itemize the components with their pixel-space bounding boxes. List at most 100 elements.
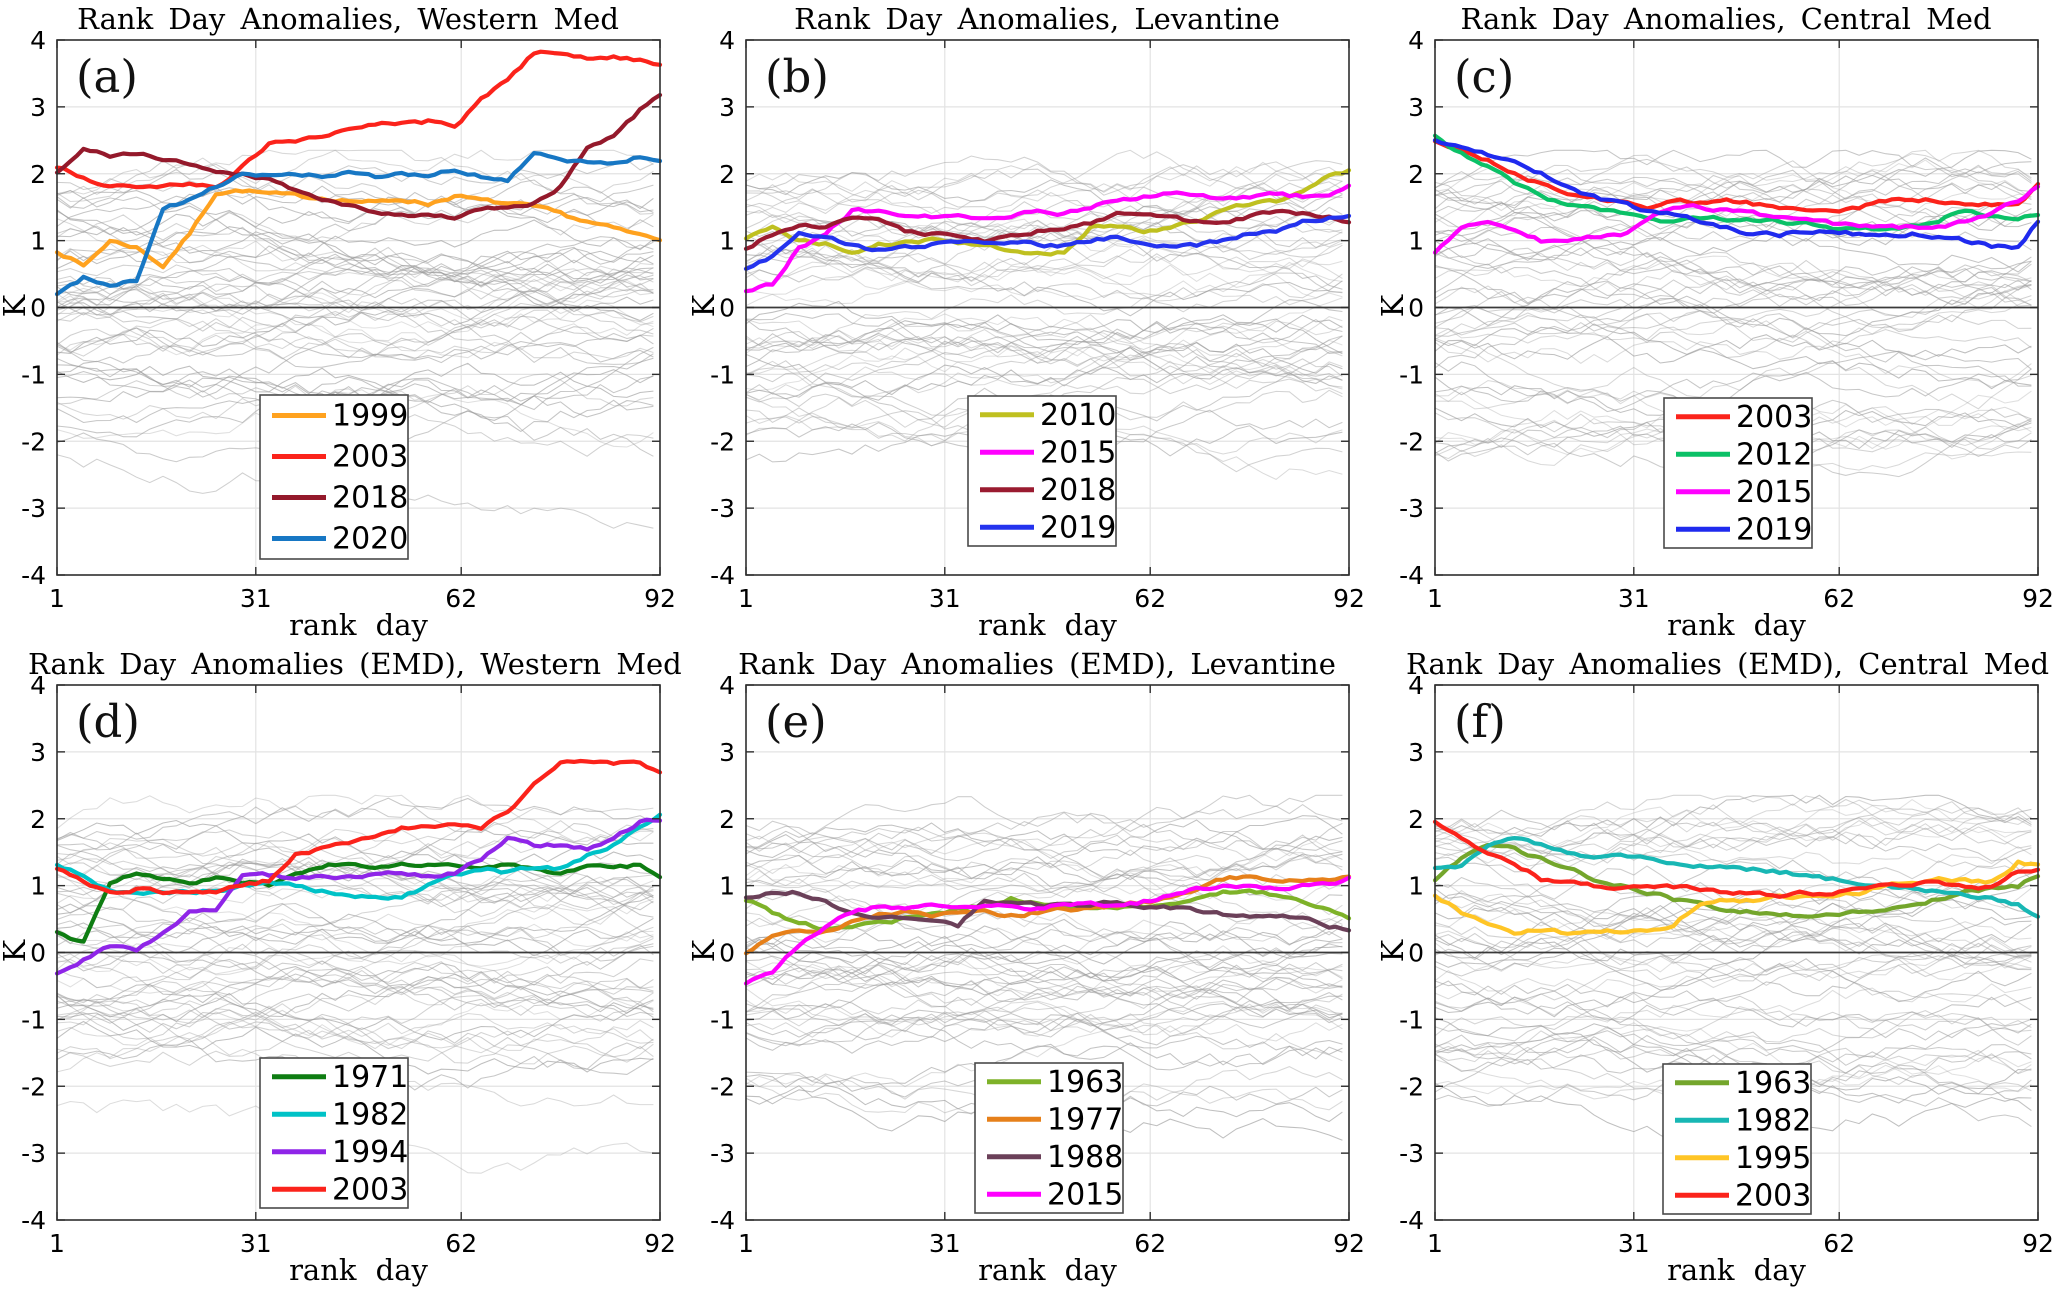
ytick-label: 2 [1408, 160, 1424, 189]
panel-b: Rank Day Anomalies, Levantine (b) K rank… [687, 0, 1378, 645]
xtick-label: 31 [240, 1229, 272, 1258]
panel-b-xlabel: rank day [978, 608, 1117, 642]
ytick-label: 1 [30, 227, 46, 256]
series-line-1971 [54, 861, 663, 944]
ytick-label: -4 [710, 561, 735, 590]
xtick-label: 31 [1618, 584, 1650, 613]
legend-label-2018: 2018 [1040, 473, 1116, 508]
series-line-2012 [1432, 133, 2041, 232]
background-years-lines [56, 794, 654, 1174]
panel-b-ylabel: K [687, 294, 722, 318]
ytick-label: -3 [21, 1139, 46, 1168]
ytick-label: -2 [21, 1072, 46, 1101]
ytick-label: 1 [719, 872, 735, 901]
panel-d: Rank Day Anomalies (EMD), Western Med (d… [0, 645, 689, 1290]
ytick-label: -3 [21, 494, 46, 523]
panel-d-letter: (d) [76, 695, 140, 748]
series-line-2020 [54, 151, 663, 297]
tick-marks [1434, 684, 2039, 1221]
series-line-1999 [54, 188, 663, 270]
xtick-label: 31 [929, 1229, 961, 1258]
legend-label-2019: 2019 [1040, 510, 1116, 545]
ytick-label: -4 [1399, 561, 1424, 590]
tick-marks [745, 39, 1350, 576]
ytick-label: 0 [30, 294, 46, 323]
ytick-label: -1 [710, 360, 735, 389]
ytick-label: -3 [710, 494, 735, 523]
ytick-label: 4 [719, 26, 735, 55]
panel-f-letter: (f) [1454, 695, 1506, 748]
xtick-label: 31 [240, 584, 272, 613]
legend-label-2003: 2003 [1736, 400, 1812, 435]
ytick-label: -3 [710, 1139, 735, 1168]
series-line-2018 [743, 208, 1352, 251]
xtick-label: 31 [929, 584, 961, 613]
panel-e-letter: (e) [765, 695, 827, 748]
ytick-label: 4 [1408, 671, 1424, 700]
legend-label-2012: 2012 [1736, 437, 1812, 472]
ytick-label: 2 [719, 805, 735, 834]
series-line-2003 [1432, 819, 2041, 899]
series-line-2019 [1432, 138, 2041, 250]
panel-e-xlabel: rank day [978, 1253, 1117, 1287]
tick-marks [745, 684, 1350, 1221]
tick-labels: -4 -3 -2 -1 0 1 2 3 4 1 31 62 92 [1399, 26, 2054, 613]
panel-c-title: Rank Day Anomalies, Central Med [1460, 2, 1992, 36]
ytick-label: -1 [710, 1005, 735, 1034]
tick-labels: -4 -3 -2 -1 0 1 2 3 4 1 31 62 92 [710, 671, 1365, 1258]
legend-label-1995: 1995 [1735, 1141, 1811, 1176]
ytick-label: -4 [21, 1206, 46, 1235]
xtick-label: 92 [1333, 1229, 1365, 1258]
ytick-label: 1 [719, 227, 735, 256]
legend-label-2003: 2003 [332, 1172, 408, 1207]
tick-marks [56, 39, 661, 576]
legend-label-2003: 2003 [1735, 1178, 1811, 1213]
series-line-1977 [743, 874, 1352, 956]
tick-labels: -4 -3 -2 -1 0 1 2 3 4 1 31 62 92 [21, 671, 676, 1258]
xtick-label: 1 [49, 584, 65, 613]
xtick-label: 1 [1427, 584, 1443, 613]
panel-f-xlabel: rank day [1667, 1253, 1806, 1287]
panel-e-title: Rank Day Anomalies (EMD), Levantine [738, 647, 1336, 681]
ytick-label: -1 [1399, 360, 1424, 389]
legend-label-2015: 2015 [1736, 475, 1812, 510]
series-line-2003 [54, 49, 663, 190]
xtick-label: 1 [738, 1229, 754, 1258]
legend-label-2020: 2020 [332, 522, 408, 557]
legend-label-1977: 1977 [1047, 1102, 1123, 1137]
ytick-label: 3 [719, 738, 735, 767]
ytick-label: -2 [1399, 1072, 1424, 1101]
panel-d-ylabel: K [0, 939, 33, 963]
ytick-label: 2 [1408, 805, 1424, 834]
panel-b-letter: (b) [765, 50, 829, 103]
ytick-label: 0 [719, 294, 735, 323]
ytick-label: 3 [1408, 93, 1424, 122]
ytick-label: 0 [719, 939, 735, 968]
ytick-label: 3 [30, 93, 46, 122]
ytick-label: -3 [1399, 494, 1424, 523]
xtick-label: 62 [1823, 584, 1855, 613]
ytick-label: -1 [21, 360, 46, 389]
legend-label-1994: 1994 [332, 1135, 408, 1170]
tick-labels: -4 -3 -2 -1 0 1 2 3 4 1 31 62 92 [21, 26, 676, 613]
xtick-label: 92 [644, 1229, 676, 1258]
panel-b-title: Rank Day Anomalies, Levantine [794, 2, 1280, 36]
xtick-label: 62 [1823, 1229, 1855, 1258]
panel-a: Rank Day Anomalies, Western Med (a) K ra… [0, 0, 689, 645]
ytick-label: -4 [1399, 1206, 1424, 1235]
series-line-2019 [743, 213, 1352, 271]
panel-a-letter: (a) [76, 50, 138, 103]
series-line-2003 [1432, 139, 2041, 214]
ytick-label: 4 [719, 671, 735, 700]
series-line-1994 [54, 817, 663, 976]
legend-label-1982: 1982 [1735, 1103, 1811, 1138]
panel-a-xlabel: rank day [289, 608, 428, 642]
xtick-label: 92 [2022, 1229, 2054, 1258]
